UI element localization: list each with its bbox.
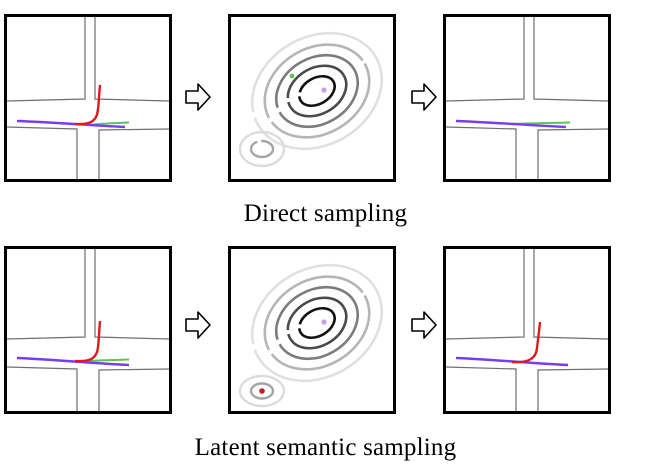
right-hollow-arrow-icon [185,311,211,339]
intersection-scene [7,17,169,179]
mode-center-dot [321,319,327,325]
latent-distribution-contours [238,31,384,168]
intersection-scene [7,249,169,411]
direct-input-scene-panel [4,14,172,182]
caption-direct-sampling: Direct sampling [243,200,408,227]
direct-latent-space-panel [228,14,396,182]
road-edges [7,17,169,179]
latent-latent-space-panel [228,246,396,414]
turn-trajectory-red [74,320,102,363]
turn-trajectory-red [74,84,102,126]
direct-output-scene-panel [443,14,611,182]
intersection-scene [446,249,608,411]
right-hollow-arrow-icon [185,83,211,111]
straight-trajectory-green [84,358,130,362]
ego-trajectory-purple [455,119,567,129]
road-edges [446,249,608,411]
caption-latent-semantic-sampling: Latent semantic sampling [194,434,457,461]
ego-trajectory-purple [16,356,130,367]
sample-point-latent [259,388,265,394]
latent-output-scene-panel [443,246,611,414]
road-edges [7,249,169,411]
turn-trajectory-red [511,321,542,364]
intersection-scene [446,17,608,179]
right-hollow-arrow-icon [411,311,437,339]
latent-distribution-contours [238,263,384,408]
road-edges [446,17,608,179]
ego-trajectory-purple [455,356,569,367]
latent-input-scene-panel [4,246,172,414]
sample-point-direct [289,73,295,79]
ego-trajectory-purple [16,119,126,129]
mode-center-dot [321,87,327,93]
right-hollow-arrow-icon [411,83,437,111]
